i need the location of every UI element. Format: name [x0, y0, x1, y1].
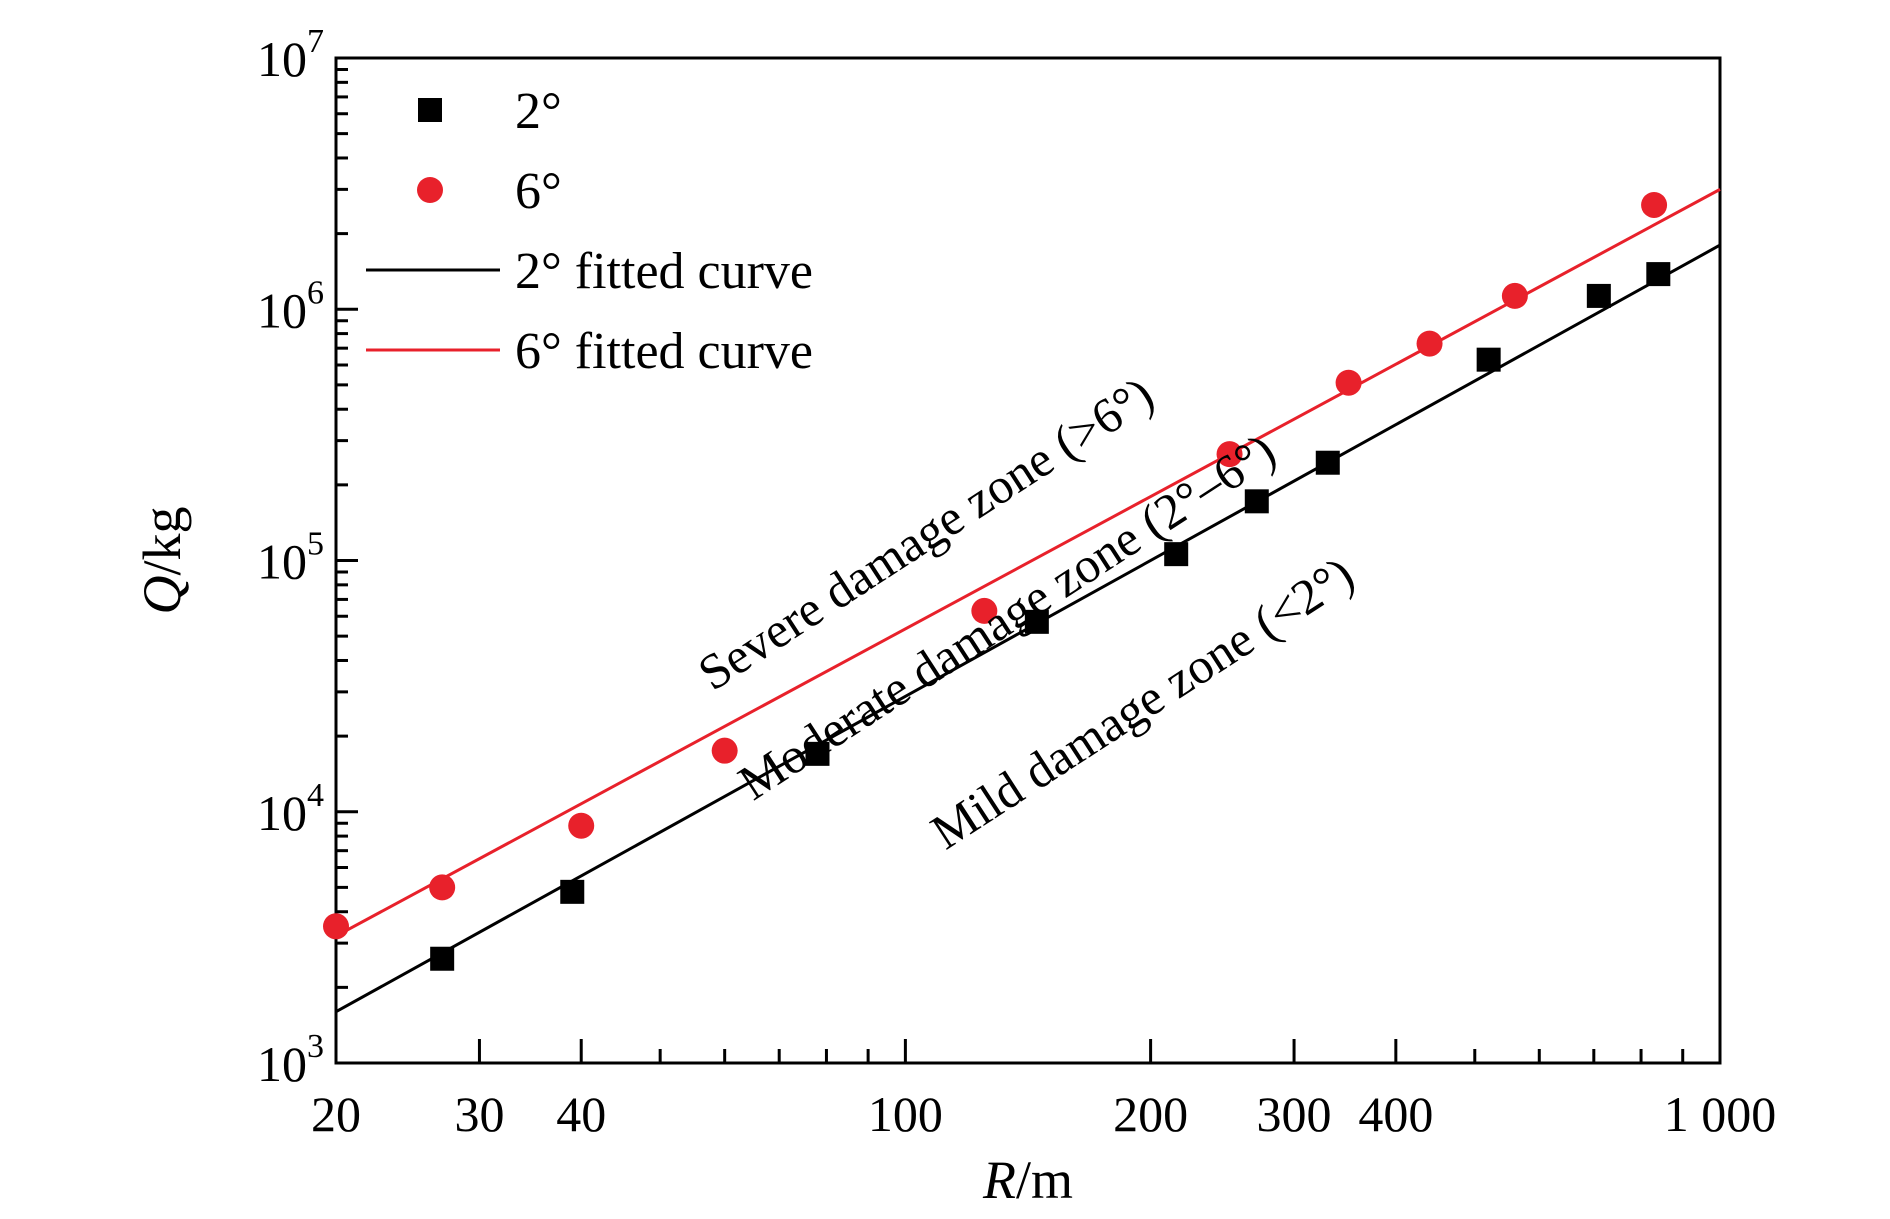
data-point-circle — [323, 913, 349, 940]
data-point-circle — [1501, 282, 1528, 309]
data-point-square — [1315, 450, 1340, 475]
data-point-circle — [1641, 191, 1668, 218]
legend-label: 2° fitted curve — [515, 243, 813, 300]
x-tick-label: 400 — [1358, 1086, 1433, 1142]
data-point-square — [1164, 542, 1189, 567]
axis-labels: R/m Q/kg — [132, 506, 1073, 1210]
data-point-square — [1586, 283, 1611, 308]
fitted-line — [335, 188, 1721, 938]
data-point-circle — [971, 597, 998, 624]
x-tick-label: 20 — [311, 1086, 361, 1142]
legend: 2° 6° 2° fitted curve 6° fitted curve — [366, 83, 813, 380]
y-axis-title: Q/kg — [132, 506, 192, 614]
y-tick-label: 104 — [257, 777, 324, 841]
data-point-circle — [568, 812, 595, 839]
x-tick-label: 100 — [868, 1086, 943, 1142]
x-tick-label: 300 — [1257, 1086, 1332, 1142]
x-tick-label: 30 — [454, 1086, 504, 1142]
x-tick-label: 40 — [556, 1086, 606, 1142]
data-point-square — [1476, 347, 1501, 372]
y-tick-label: 106 — [257, 274, 324, 338]
data-points — [323, 191, 1671, 971]
x-axis-title: R/m — [982, 1150, 1073, 1210]
data-point-circle — [1216, 441, 1243, 468]
data-point-square — [1244, 489, 1269, 514]
legend-label: 6° — [515, 163, 562, 220]
data-point-square — [1646, 262, 1671, 287]
zone-annotation: Mild damage zone (<2°) — [921, 545, 1363, 859]
x-tick-label: 200 — [1113, 1086, 1188, 1142]
data-point-circle — [1416, 330, 1443, 357]
y-tick-label: 103 — [257, 1028, 324, 1092]
legend-marker-circle — [417, 177, 443, 203]
data-point-square — [1024, 609, 1049, 634]
legend-label: 6° fitted curve — [515, 323, 813, 380]
zone-annotations: Severe damage zone (>6°)Moderate damage … — [688, 366, 1363, 860]
data-point-circle — [1335, 369, 1362, 396]
y-tick-label: 105 — [257, 526, 324, 590]
data-point-square — [805, 741, 830, 766]
legend-marker-square — [418, 98, 442, 122]
x-tick-label: 1 000 — [1664, 1086, 1777, 1142]
axis-ticks: 20 30 40 100 200 300 400 1 000 103 104 105 106 107 — [257, 23, 1776, 1142]
y-tick-label: 107 — [257, 23, 324, 87]
data-point-square — [560, 879, 585, 904]
data-point-circle — [429, 874, 456, 901]
data-point-circle — [711, 737, 738, 764]
data-point-square — [430, 946, 455, 971]
legend-label: 2° — [515, 83, 562, 140]
